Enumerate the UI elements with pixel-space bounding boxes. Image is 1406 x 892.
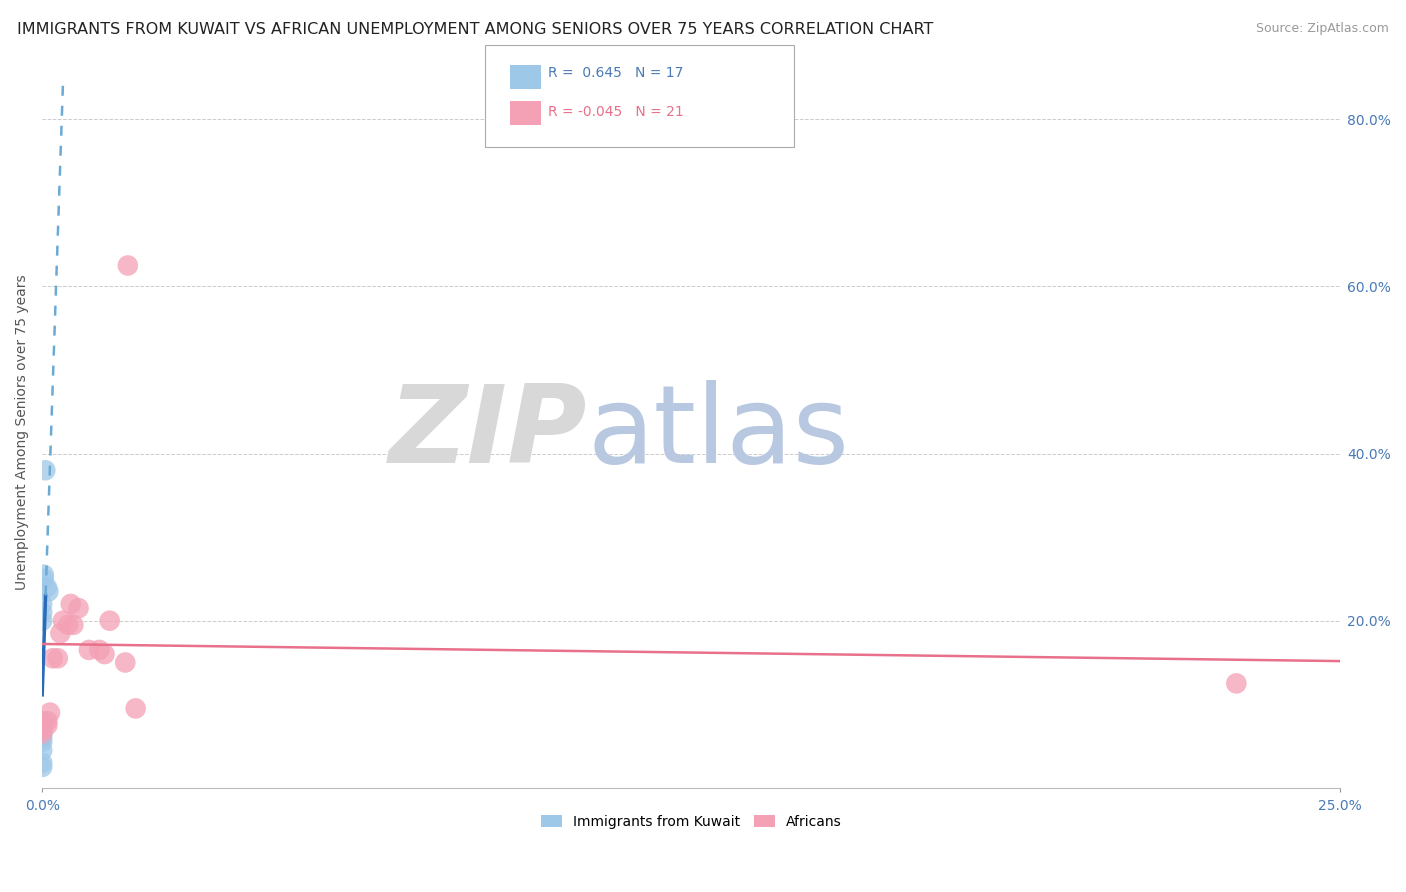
Point bbox=[49, 626, 72, 640]
Point bbox=[39, 706, 62, 720]
Point bbox=[59, 597, 82, 611]
Point bbox=[124, 701, 146, 715]
Point bbox=[114, 656, 136, 670]
Text: atlas: atlas bbox=[588, 380, 849, 485]
Point bbox=[31, 597, 53, 611]
Point bbox=[32, 572, 55, 586]
Point bbox=[37, 584, 59, 599]
Point bbox=[46, 651, 69, 665]
Point bbox=[117, 259, 139, 273]
Text: R =  0.645   N = 17: R = 0.645 N = 17 bbox=[548, 66, 683, 80]
Point bbox=[31, 735, 53, 749]
Point bbox=[52, 614, 75, 628]
Point bbox=[31, 718, 53, 732]
Point bbox=[41, 651, 63, 665]
Point bbox=[1225, 676, 1247, 690]
Point bbox=[93, 647, 115, 661]
Point bbox=[35, 580, 58, 594]
Point bbox=[31, 723, 53, 737]
Text: Source: ZipAtlas.com: Source: ZipAtlas.com bbox=[1256, 22, 1389, 36]
Point bbox=[89, 643, 111, 657]
Point bbox=[32, 567, 55, 582]
Legend: Immigrants from Kuwait, Africans: Immigrants from Kuwait, Africans bbox=[536, 809, 846, 834]
Point bbox=[37, 718, 59, 732]
Point bbox=[31, 743, 53, 757]
Point bbox=[31, 760, 53, 774]
Point bbox=[67, 601, 90, 615]
Point bbox=[98, 614, 121, 628]
Text: IMMIGRANTS FROM KUWAIT VS AFRICAN UNEMPLOYMENT AMONG SENIORS OVER 75 YEARS CORRE: IMMIGRANTS FROM KUWAIT VS AFRICAN UNEMPL… bbox=[17, 22, 934, 37]
Point bbox=[31, 731, 53, 745]
Point bbox=[31, 726, 53, 740]
Point bbox=[31, 614, 53, 628]
Point bbox=[56, 618, 79, 632]
Y-axis label: Unemployment Among Seniors over 75 years: Unemployment Among Seniors over 75 years bbox=[15, 275, 30, 591]
Text: R = -0.045   N = 21: R = -0.045 N = 21 bbox=[548, 104, 685, 119]
Point bbox=[31, 726, 53, 740]
Text: ZIP: ZIP bbox=[389, 380, 588, 485]
Point bbox=[77, 643, 100, 657]
Point bbox=[31, 723, 53, 737]
Point bbox=[31, 756, 53, 770]
Point bbox=[37, 714, 59, 728]
Point bbox=[31, 714, 53, 728]
Point bbox=[62, 618, 84, 632]
Point bbox=[34, 463, 56, 477]
Point bbox=[31, 605, 53, 619]
